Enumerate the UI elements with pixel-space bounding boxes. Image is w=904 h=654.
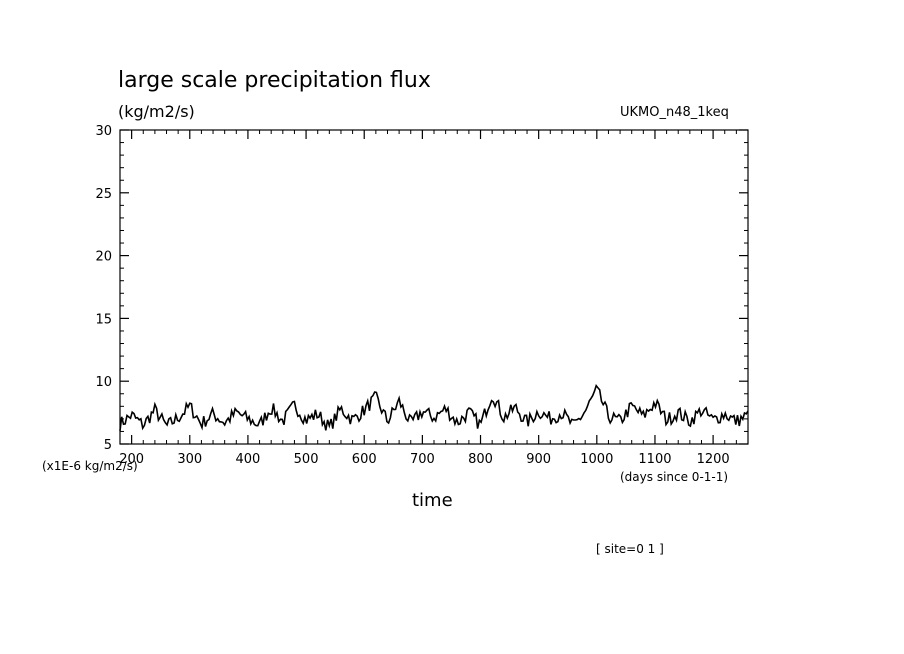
x-tick-label: 900: [526, 452, 551, 467]
y-tick-label: 25: [95, 187, 112, 202]
x-tick-label: 800: [468, 452, 493, 467]
x-tick-label: 400: [236, 452, 261, 467]
y-tick-label: 5: [104, 438, 112, 453]
y-tick-label: 30: [95, 124, 112, 139]
x-tick-label: 1000: [580, 452, 613, 467]
x-units-label: (days since 0-1-1): [620, 470, 729, 484]
chart-title: large scale precipitation flux: [118, 68, 431, 93]
minor-ticks: [120, 130, 749, 444]
plot-frame: [119, 129, 749, 445]
model-label: UKMO_n48_1keq: [620, 105, 729, 120]
x-tick-label: 500: [294, 452, 319, 467]
x-axis-label: time: [412, 490, 453, 511]
tick-labels: 200 300 400 500 600 700 800 900 1000 1100 1200 5 10 1…: [95, 124, 729, 467]
x-tick-label: 300: [177, 452, 202, 467]
y-tick-label: 20: [95, 250, 112, 265]
x-tick-label: 700: [410, 452, 435, 467]
series-layer: [119, 384, 749, 431]
major-ticks: [120, 129, 748, 445]
y-scale-label: (x1E-6 kg/m2/s): [42, 459, 138, 473]
site-label: [ site=0 1 ]: [596, 542, 664, 556]
x-tick-label: 600: [352, 452, 377, 467]
units-label: (kg/m2/s): [118, 102, 195, 121]
x-tick-label: 1200: [697, 452, 730, 467]
series-line: [119, 384, 749, 431]
x-tick-label: 200: [119, 452, 144, 467]
y-tick-label: 10: [95, 375, 112, 390]
x-tick-label: 1100: [638, 452, 671, 467]
y-tick-label: 15: [95, 312, 112, 327]
